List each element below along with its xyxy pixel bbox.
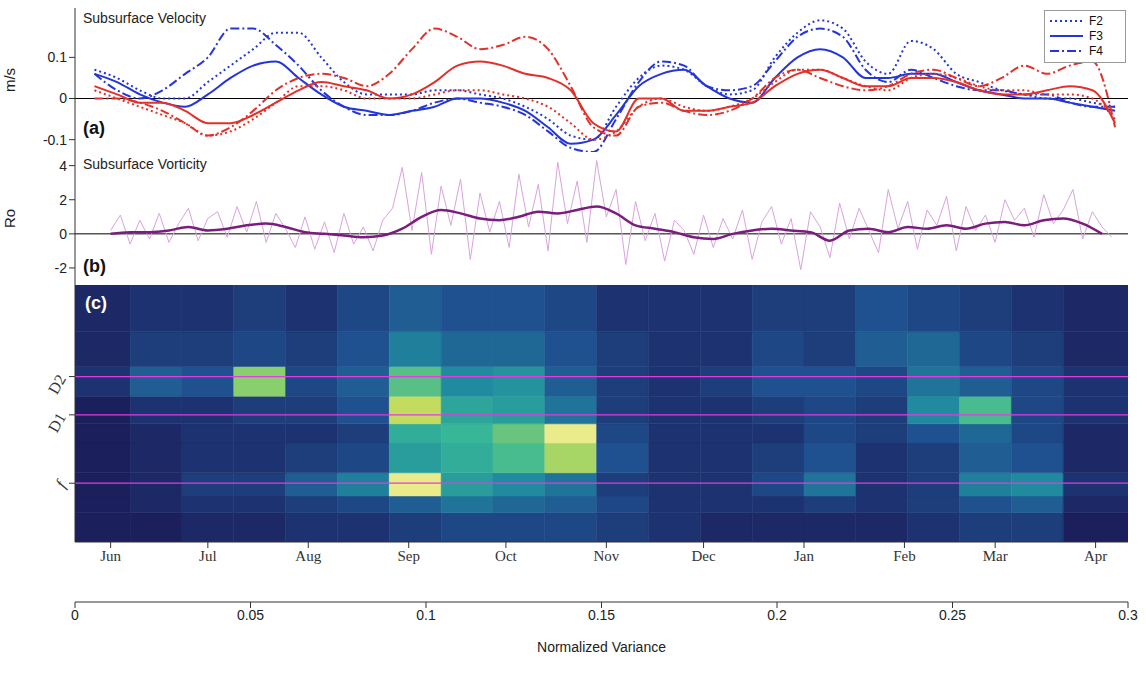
svg-text:Oct: Oct (495, 548, 517, 564)
svg-text:0.1: 0.1 (48, 49, 68, 65)
svg-text:0: 0 (59, 90, 67, 106)
svg-text:Apr: Apr (1084, 548, 1107, 564)
svg-text:0.15: 0.15 (588, 607, 615, 623)
svg-text:f: f (52, 476, 71, 491)
svg-text:2: 2 (59, 192, 67, 208)
svg-text:Jan: Jan (794, 548, 814, 564)
svg-text:0.05: 0.05 (237, 607, 264, 623)
svg-text:Mar: Mar (983, 548, 1008, 564)
svg-text:0.3: 0.3 (1118, 607, 1138, 623)
svg-text:0: 0 (59, 226, 67, 242)
svg-text:D2: D2 (45, 372, 70, 397)
svg-text:m/s: m/s (1, 68, 18, 92)
svg-text:-0.1: -0.1 (43, 132, 67, 148)
svg-text:Jun: Jun (100, 548, 121, 564)
svg-text:Nov: Nov (593, 548, 619, 564)
svg-text:Jul: Jul (199, 548, 217, 564)
html-text:Subsurface Velocity: Subsurface Velocity (83, 10, 206, 26)
html-text:Subsurface Vorticity: Subsurface Vorticity (83, 156, 207, 172)
svg-text:Feb: Feb (893, 548, 916, 564)
svg-text:-2: -2 (55, 260, 68, 276)
html-text:(b): (b) (83, 256, 106, 276)
svg-text:4: 4 (59, 158, 67, 174)
svg-text:Aug: Aug (295, 548, 321, 564)
svg-text:Normalized Variance: Normalized Variance (537, 639, 666, 654)
svg-text:F4: F4 (1089, 44, 1103, 58)
svg-text:F3: F3 (1089, 29, 1103, 43)
html-text:(a): (a) (83, 118, 105, 138)
svg-text:0.2: 0.2 (767, 607, 787, 623)
svg-text:Dec: Dec (691, 548, 715, 564)
svg-text:F2: F2 (1089, 14, 1103, 28)
svg-text:0.25: 0.25 (939, 607, 966, 623)
svg-text:Ro: Ro (1, 209, 18, 228)
html-text:(c): (c) (85, 293, 107, 313)
svg-text:0.1: 0.1 (416, 607, 436, 623)
svg-text:0: 0 (71, 607, 79, 623)
svg-text:Sep: Sep (397, 548, 420, 564)
svg-text:D1: D1 (45, 410, 70, 435)
